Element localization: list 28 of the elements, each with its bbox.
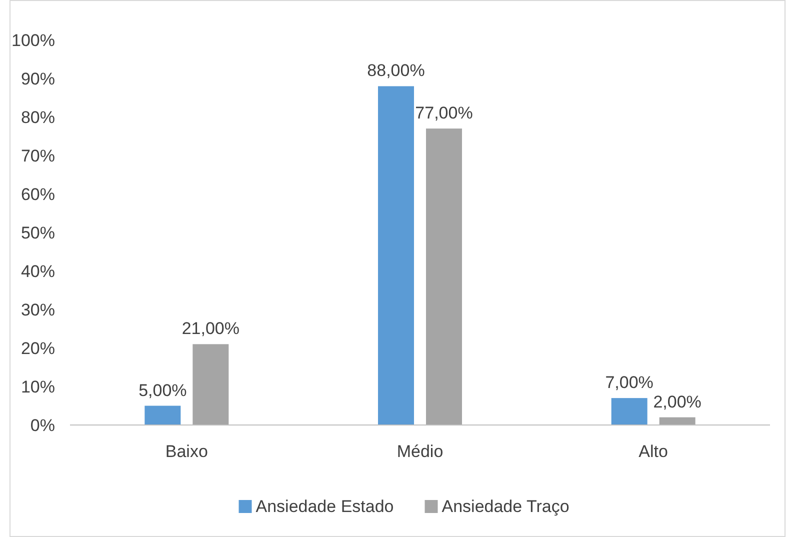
bar	[192, 344, 229, 425]
y-tick-label: 10%	[20, 377, 55, 396]
y-tick-label: 90%	[20, 69, 55, 88]
bar	[659, 417, 696, 425]
bar	[426, 128, 462, 425]
bar	[144, 406, 181, 425]
y-tick-label: 70%	[20, 146, 55, 166]
data-label: 21,00%	[182, 319, 240, 338]
y-tick-label: 20%	[20, 338, 55, 358]
y-tick-label: 30%	[20, 300, 55, 320]
y-tick-label: 40%	[20, 262, 55, 281]
data-label: 2,00%	[653, 392, 702, 412]
legend-label: Ansiedade Estado	[256, 497, 394, 516]
legend-label: Ansiedade Traço	[442, 497, 570, 516]
x-tick-label: Médio	[396, 442, 444, 461]
x-tick-label: Baixo	[165, 442, 208, 461]
y-tick-label: 50%	[20, 223, 55, 242]
y-tick-label: 0%	[30, 416, 55, 435]
data-label: 7,00%	[605, 373, 654, 392]
x-tick-label: Alto	[638, 442, 668, 461]
data-label: 77,00%	[415, 104, 473, 123]
bar	[611, 398, 648, 425]
y-tick-label: 60%	[20, 184, 55, 204]
bar	[378, 86, 414, 425]
data-label: 88,00%	[367, 61, 425, 80]
y-tick-label: 100%	[12, 30, 55, 50]
data-label: 5,00%	[138, 380, 187, 400]
y-tick-label: 80%	[20, 108, 55, 127]
